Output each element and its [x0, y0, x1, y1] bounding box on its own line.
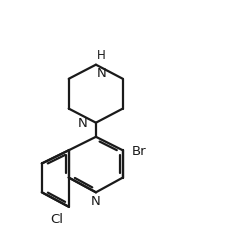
Text: H: H: [97, 49, 106, 62]
Text: N: N: [91, 195, 101, 207]
Text: N: N: [97, 67, 107, 79]
Text: Br: Br: [131, 144, 146, 157]
Text: Cl: Cl: [50, 212, 63, 225]
Text: N: N: [78, 117, 87, 130]
